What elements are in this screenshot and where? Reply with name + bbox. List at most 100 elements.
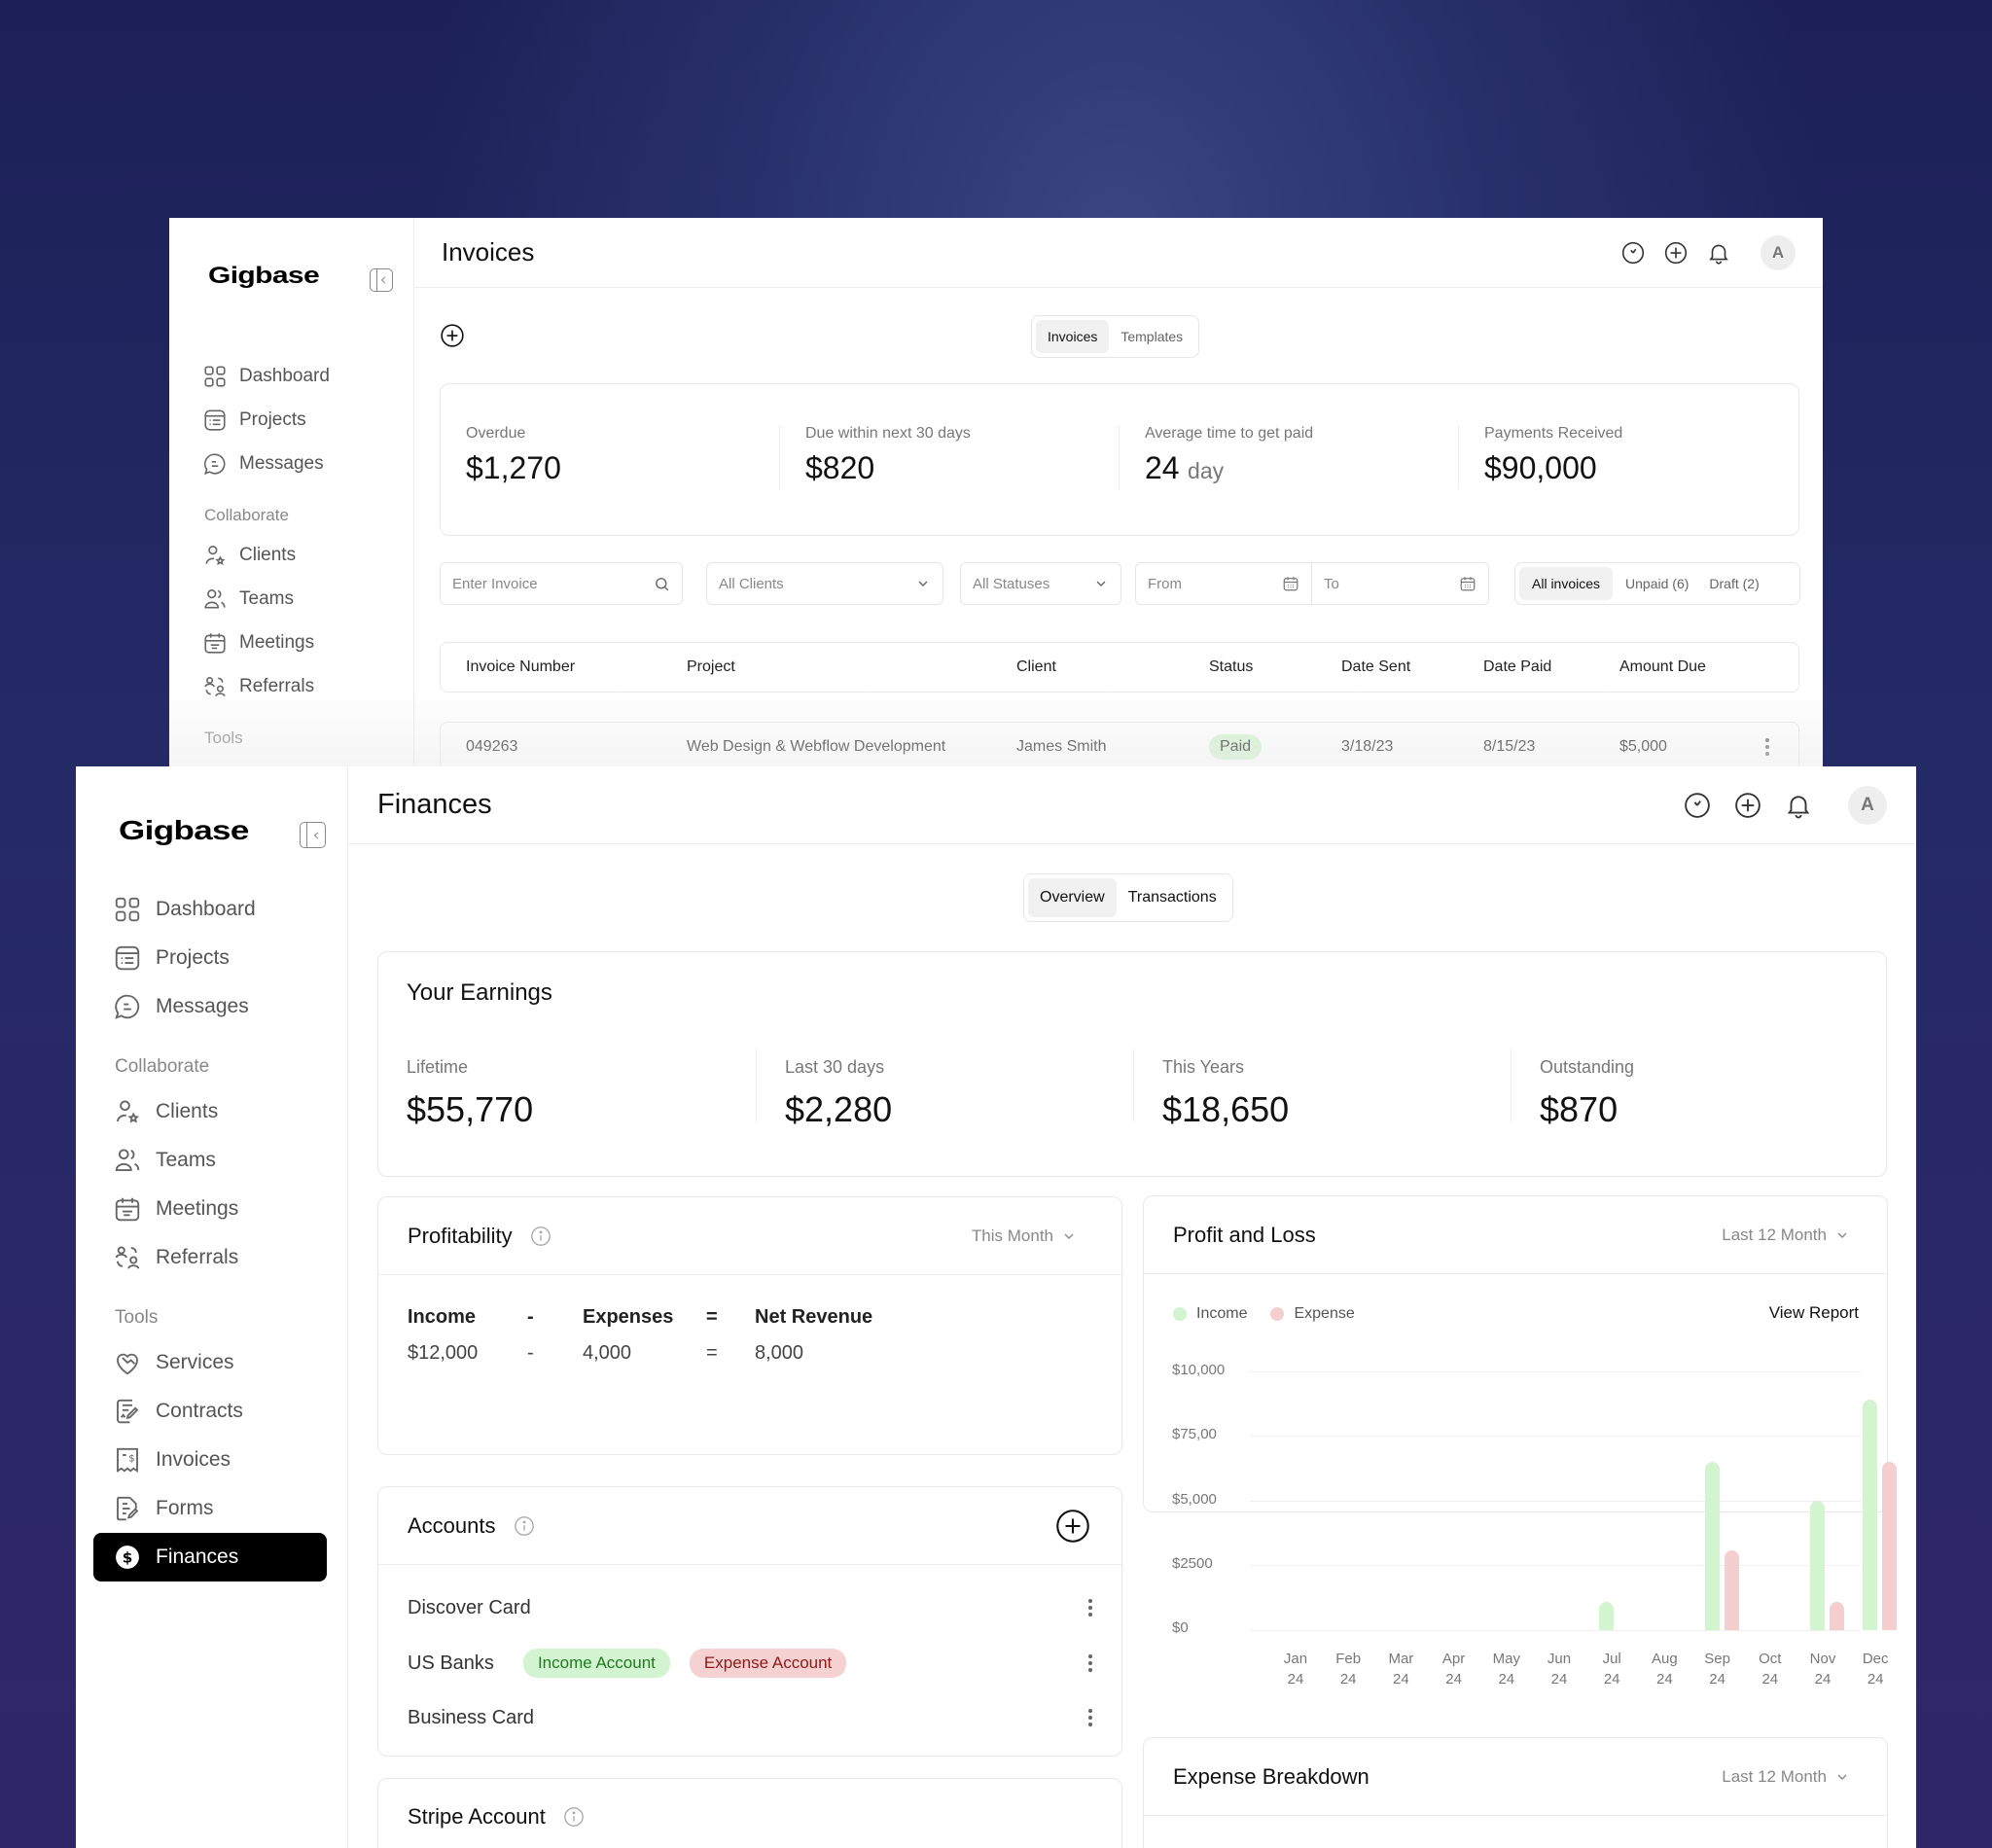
sidebar-item-teams[interactable]: Teams: [202, 577, 413, 621]
period-dropdown[interactable]: Last 12 Month: [1722, 1226, 1850, 1245]
brand-logo: Gigbase: [208, 263, 320, 289]
add-circle-icon[interactable]: [1733, 791, 1762, 820]
add-account-button[interactable]: [1055, 1509, 1090, 1544]
column-header[interactable]: Invoice Number: [466, 658, 576, 675]
info-icon[interactable]: [530, 1226, 551, 1247]
account-row-business-card[interactable]: Business Card: [378, 1697, 1121, 1738]
sidebar-nav: Dashboard Projects Messages Collaborate …: [93, 885, 347, 1581]
cell-date-paid: 8/15/23: [1483, 738, 1536, 755]
equals-sign: =: [706, 1306, 718, 1328]
invoice-search-input[interactable]: Enter Invoice: [440, 562, 683, 605]
chevron-down-icon: [1093, 576, 1109, 591]
segment-all-invoices[interactable]: All invoices: [1519, 567, 1614, 600]
cell-client: James Smith: [1016, 738, 1107, 755]
bell-icon[interactable]: [1784, 791, 1813, 820]
sidebar-item-messages[interactable]: Messages: [113, 982, 347, 1031]
x-tick-label: Jul 24: [1587, 1649, 1636, 1689]
view-report-link[interactable]: View Report: [1768, 1303, 1859, 1322]
cell-project: Web Design & Webflow Development: [687, 738, 946, 755]
create-invoice-button[interactable]: [440, 323, 465, 348]
expense-bar[interactable]: [1724, 1549, 1739, 1630]
sidebar-item-teams[interactable]: Teams: [113, 1136, 347, 1185]
sidebar-item-projects[interactable]: Projects: [113, 934, 347, 982]
sidebar-item-meetings[interactable]: Meetings: [202, 621, 413, 664]
x-tick-month: Dec: [1862, 1651, 1889, 1667]
tab-invoices[interactable]: Invoices: [1036, 320, 1110, 353]
account-menu-icon[interactable]: [1088, 1709, 1092, 1726]
divider: [1119, 425, 1120, 489]
account-row-discover-card[interactable]: Discover Card: [378, 1587, 1121, 1628]
status-select[interactable]: All Statuses: [960, 562, 1121, 605]
profitability-title: Profitability: [408, 1223, 513, 1248]
x-tick-month: Nov: [1809, 1651, 1836, 1667]
account-row-us-banks[interactable]: US Banks Income Account Expense Account: [378, 1643, 1121, 1684]
tab-transactions[interactable]: Transactions: [1127, 889, 1217, 906]
segment-draft[interactable]: Draft (2): [1709, 576, 1760, 591]
tab-overview[interactable]: Overview: [1028, 878, 1117, 917]
clock-icon[interactable]: [1620, 240, 1646, 266]
sidebar-item-services[interactable]: Services: [113, 1338, 347, 1387]
expense-bar[interactable]: [1830, 1601, 1844, 1630]
income-bar[interactable]: [1863, 1400, 1878, 1630]
x-tick-label: Dec 24: [1851, 1649, 1900, 1689]
income-bar[interactable]: [1704, 1462, 1720, 1630]
sidebar-item-referrals[interactable]: Referrals: [113, 1233, 347, 1282]
bell-icon[interactable]: [1706, 240, 1731, 266]
info-icon[interactable]: [563, 1806, 585, 1828]
row-menu-icon[interactable]: [1765, 738, 1769, 756]
account-name: Discover Card: [408, 1596, 531, 1618]
sidebar-item-dashboard[interactable]: Dashboard: [113, 885, 347, 934]
invoices-window: Gigbase Dashboard Projects Messages Coll…: [169, 218, 1823, 766]
stripe-title: Stripe Account: [408, 1804, 546, 1829]
expense-bar[interactable]: [1882, 1462, 1898, 1630]
expense-breakdown-card: Expense Breakdown Last 12 Month: [1143, 1737, 1888, 1848]
sidebar-item-clients[interactable]: Clients: [113, 1087, 347, 1136]
avatar[interactable]: A: [1848, 786, 1887, 825]
teams-icon: [113, 1146, 142, 1175]
projects-icon: [113, 943, 142, 973]
sidebar-item-messages[interactable]: Messages: [202, 442, 413, 485]
sidebar-item-projects[interactable]: Projects: [202, 398, 413, 442]
dashboard-icon: [113, 895, 142, 924]
collapse-sidebar-icon[interactable]: [370, 268, 393, 292]
clients-select[interactable]: All Clients: [706, 562, 943, 605]
sidebar-item-referrals[interactable]: Referrals: [202, 664, 413, 708]
collapse-sidebar-icon[interactable]: [300, 822, 326, 848]
column-header[interactable]: Client: [1016, 658, 1056, 675]
to-placeholder: To: [1324, 575, 1339, 592]
sidebar-item-forms[interactable]: Forms: [113, 1484, 347, 1533]
divider: [779, 425, 780, 489]
sidebar-item-meetings[interactable]: Meetings: [113, 1185, 347, 1233]
period-dropdown[interactable]: Last 12 Month: [1722, 1767, 1850, 1787]
sidebar-item-clients[interactable]: Clients: [202, 533, 413, 577]
column-header[interactable]: Status: [1209, 658, 1254, 675]
column-header[interactable]: Date Paid: [1483, 658, 1552, 675]
income-bar[interactable]: [1599, 1601, 1615, 1630]
account-menu-icon[interactable]: [1088, 1599, 1092, 1617]
account-menu-icon[interactable]: [1088, 1654, 1092, 1672]
table-row[interactable]: 049263 Web Design & Webflow Development …: [440, 722, 1799, 766]
stat-value: $18,650: [1162, 1089, 1290, 1129]
sidebar-item-finances[interactable]: $ Finances: [93, 1533, 327, 1581]
add-circle-icon[interactable]: [1663, 240, 1689, 266]
sidebar-item-contracts[interactable]: Contracts: [113, 1387, 347, 1436]
avatar[interactable]: A: [1761, 235, 1796, 270]
column-header[interactable]: Amount Due: [1619, 658, 1706, 675]
income-bar[interactable]: [1810, 1501, 1825, 1630]
period-dropdown[interactable]: This Month: [972, 1226, 1077, 1246]
from-date-input[interactable]: From: [1136, 563, 1312, 604]
x-tick-year: 24: [1603, 1671, 1620, 1688]
sidebar-item-invoices[interactable]: $ Invoices: [113, 1436, 347, 1484]
to-date-input[interactable]: To: [1312, 563, 1488, 604]
stat-label: Last 30 days: [785, 1057, 885, 1077]
segment-unpaid[interactable]: Unpaid (6): [1625, 576, 1690, 591]
clock-icon[interactable]: [1683, 791, 1712, 820]
expenses-value: 4,000: [583, 1342, 632, 1364]
column-header[interactable]: Project: [687, 658, 735, 675]
column-header[interactable]: Date Sent: [1341, 658, 1411, 675]
sidebar-item-label: Teams: [239, 587, 294, 609]
tab-templates[interactable]: Templates: [1120, 329, 1184, 344]
stat-due-30-days: Due within next 30 days $820: [805, 425, 971, 486]
info-icon[interactable]: [514, 1515, 535, 1537]
sidebar-item-dashboard[interactable]: Dashboard: [202, 354, 413, 398]
